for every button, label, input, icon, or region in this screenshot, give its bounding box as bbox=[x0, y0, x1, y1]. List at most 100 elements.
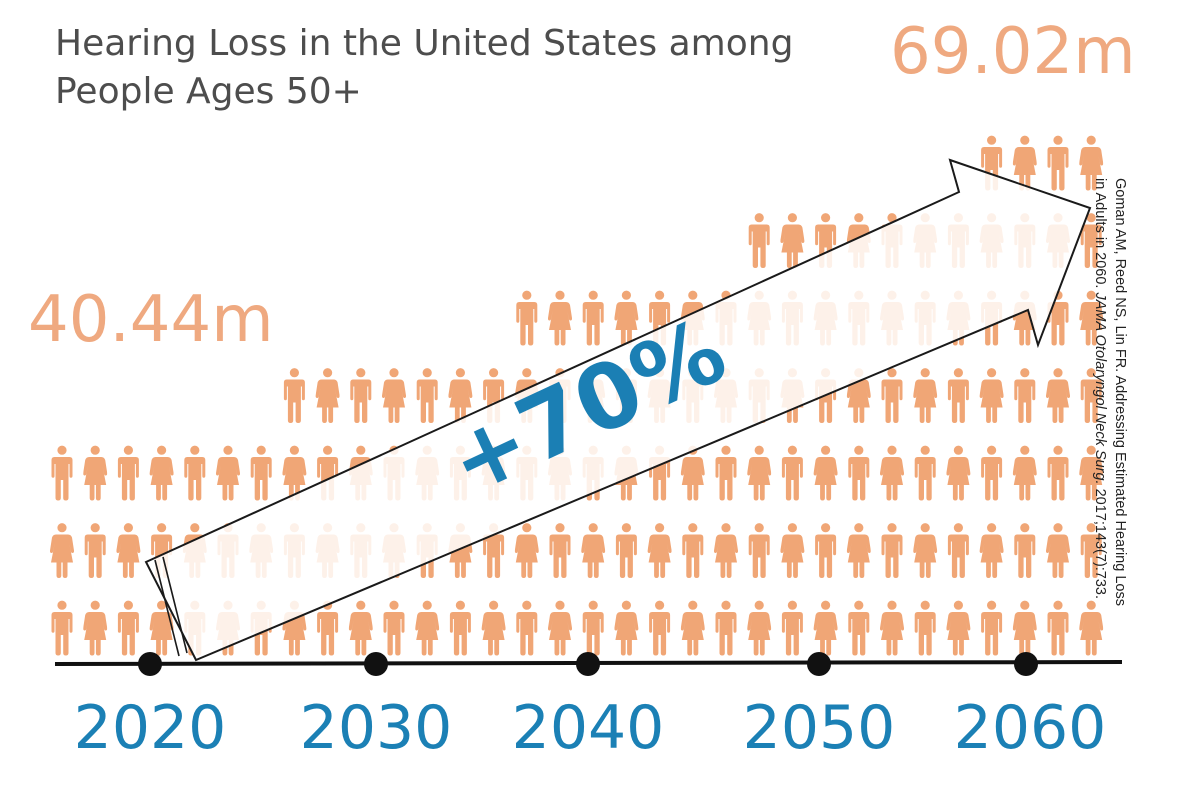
person-icon bbox=[881, 523, 903, 578]
year-label: 2020 bbox=[74, 693, 227, 763]
year-marker-dot bbox=[576, 652, 600, 676]
person-icon bbox=[913, 523, 938, 578]
chart-title-line-2: People Ages 50+ bbox=[55, 71, 362, 112]
person-icon bbox=[979, 368, 1004, 423]
person-icon bbox=[780, 523, 805, 578]
person-icon bbox=[714, 523, 738, 578]
person-icon bbox=[649, 600, 671, 656]
person-icon bbox=[382, 368, 406, 423]
person-icon bbox=[781, 445, 803, 501]
year-marker-dot bbox=[364, 652, 388, 676]
arrow-tail-stripe-2 bbox=[162, 556, 188, 654]
chart-title-line-1: Hearing Loss in the United States among bbox=[55, 23, 794, 64]
person-icon bbox=[581, 523, 606, 578]
person-icon bbox=[83, 600, 108, 656]
person-icon bbox=[680, 600, 705, 656]
person-icon bbox=[1046, 523, 1070, 578]
person-icon bbox=[947, 368, 969, 423]
person-icon bbox=[117, 600, 139, 656]
person-icon bbox=[184, 445, 206, 501]
person-icon bbox=[781, 600, 803, 656]
person-icon bbox=[315, 368, 340, 423]
person-icon bbox=[481, 600, 506, 656]
person-icon bbox=[979, 523, 1004, 578]
person-icon bbox=[846, 523, 871, 578]
person-icon bbox=[50, 523, 74, 578]
person-icon bbox=[516, 290, 538, 346]
person-icon bbox=[514, 523, 539, 578]
year-label: 2030 bbox=[300, 693, 453, 763]
citation-line-2: in Adults in 2060. JAMA Otolaryngol Neck… bbox=[1090, 178, 1110, 638]
start-value-label: 40.44m bbox=[28, 283, 274, 357]
citation: Goman AM, Reed NS, Lin FR. Addressing Es… bbox=[1090, 178, 1130, 638]
growth-arrow: +70% bbox=[144, 158, 1092, 662]
person-icon bbox=[1012, 445, 1037, 501]
person-icon bbox=[1047, 445, 1069, 501]
person-icon bbox=[913, 368, 938, 423]
person-icon bbox=[383, 600, 405, 656]
person-icon bbox=[715, 445, 737, 501]
person-icon bbox=[815, 523, 837, 578]
person-icon bbox=[250, 445, 272, 501]
person-icon bbox=[914, 445, 936, 501]
person-icon bbox=[682, 523, 704, 578]
person-icon bbox=[350, 368, 372, 423]
arrow-tail-stripe-1 bbox=[154, 559, 180, 657]
person-icon bbox=[748, 213, 770, 268]
person-icon bbox=[1046, 368, 1070, 423]
chart-title: Hearing Loss in the United States among … bbox=[55, 20, 793, 116]
person-icon bbox=[116, 523, 141, 578]
person-icon bbox=[647, 523, 672, 578]
person-icon bbox=[748, 523, 770, 578]
person-icon bbox=[615, 523, 637, 578]
person-icon bbox=[51, 600, 73, 656]
person-icon bbox=[415, 600, 440, 656]
person-icon bbox=[51, 445, 73, 501]
person-icon bbox=[780, 213, 805, 268]
person-icon bbox=[348, 600, 373, 656]
year-marker-dot bbox=[138, 652, 162, 676]
person-icon bbox=[946, 445, 971, 501]
year-label: 2060 bbox=[954, 693, 1107, 763]
year-marker-dot bbox=[807, 652, 831, 676]
citation-journal: JAMA Otolaryngol Neck Surg. bbox=[1092, 292, 1108, 485]
person-icon bbox=[416, 368, 438, 423]
year-marker-dot bbox=[1014, 652, 1038, 676]
person-icon bbox=[813, 445, 838, 501]
person-icon bbox=[84, 523, 106, 578]
person-icon bbox=[548, 600, 572, 656]
person-icon bbox=[715, 600, 737, 656]
person-icon bbox=[582, 290, 604, 346]
person-icon bbox=[880, 600, 904, 656]
person-icon bbox=[848, 445, 870, 501]
person-icon bbox=[1014, 368, 1036, 423]
person-icon bbox=[614, 600, 639, 656]
year-label: 2050 bbox=[743, 693, 896, 763]
citation-line-2-pre: in Adults in 2060. bbox=[1092, 178, 1108, 293]
person-icon bbox=[981, 600, 1003, 656]
person-icon bbox=[317, 600, 339, 656]
person-icon bbox=[582, 600, 604, 656]
person-icon bbox=[549, 523, 571, 578]
person-icon bbox=[216, 445, 240, 501]
person-icon bbox=[813, 600, 838, 656]
person-icon bbox=[914, 600, 936, 656]
person-icon bbox=[1047, 600, 1069, 656]
person-icon bbox=[548, 290, 572, 346]
year-markers: 2020 2030 2040 2050 2060 bbox=[74, 652, 1107, 763]
person-icon bbox=[880, 445, 904, 501]
person-icon bbox=[283, 368, 305, 423]
person-icon bbox=[747, 445, 772, 501]
person-icon bbox=[848, 600, 870, 656]
person-icon bbox=[516, 600, 538, 656]
person-icon bbox=[946, 600, 971, 656]
person-icon bbox=[981, 445, 1003, 501]
citation-line-2-post: 2017;143(7):733. bbox=[1092, 484, 1108, 600]
person-icon bbox=[149, 445, 174, 501]
person-icon bbox=[1014, 523, 1036, 578]
end-value-label: 69.02m bbox=[890, 15, 1136, 89]
person-icon bbox=[947, 523, 969, 578]
person-icon bbox=[881, 368, 903, 423]
